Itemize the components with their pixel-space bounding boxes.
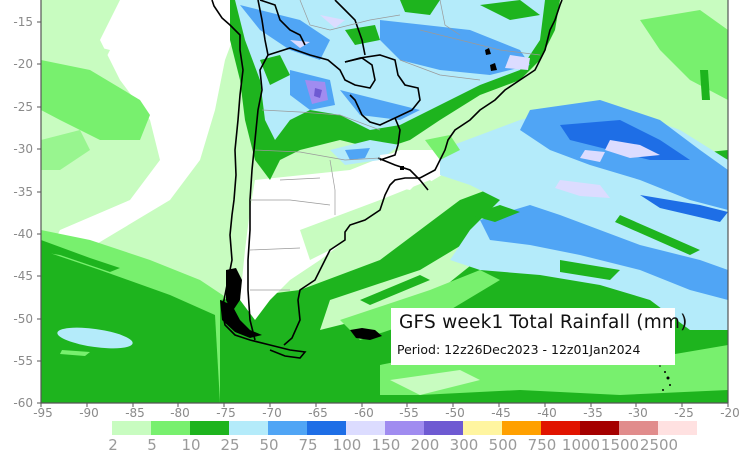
lat-label: -35 — [13, 185, 33, 199]
colorbar-swatch — [229, 421, 268, 435]
lon-label: -20 — [720, 406, 740, 420]
lon-label: -65 — [308, 406, 328, 420]
colorbar-label: 750 — [528, 436, 557, 454]
colorbar-label: 25 — [220, 436, 239, 454]
colorbar-label: 300 — [450, 436, 479, 454]
lon-label: -55 — [399, 406, 419, 420]
lat-label: -30 — [13, 142, 33, 156]
colorbar-swatch — [346, 421, 385, 435]
lat-tick-marks — [37, 21, 41, 404]
coastlines — [211, 0, 563, 359]
lat-label: -55 — [13, 354, 33, 368]
colorbar-label: 10 — [181, 436, 200, 454]
colorbar-labels: 2 5 10 25 50 75 100 150 200 300 500 750 … — [108, 436, 678, 454]
colorbar-swatch — [268, 421, 307, 435]
lon-label: -90 — [79, 406, 99, 420]
lat-label: -20 — [13, 57, 33, 71]
lat-tick-labels: -15 -20 -25 -30 -35 -40 -45 -50 -55 -60 — [13, 15, 33, 410]
colorbar-label: 150 — [372, 436, 401, 454]
colorbar-swatch — [385, 421, 424, 435]
colorbar-swatch — [463, 421, 502, 435]
colorbar-swatch — [112, 421, 151, 435]
lon-tick-marks — [40, 403, 729, 407]
lon-label: -60 — [354, 406, 374, 420]
colorbar-label: 500 — [489, 436, 518, 454]
colorbar-swatch — [658, 421, 697, 435]
colorbar-label: 75 — [298, 436, 317, 454]
colorbar-label: 200 — [411, 436, 440, 454]
lat-label: -45 — [13, 269, 33, 283]
province-borders — [249, 0, 541, 291]
lon-label: -25 — [674, 406, 694, 420]
lat-label: -25 — [13, 100, 33, 114]
colorbar-label: 5 — [147, 436, 157, 454]
lon-label: -70 — [262, 406, 282, 420]
lon-label: -75 — [216, 406, 236, 420]
lon-label: -40 — [537, 406, 557, 420]
colorbar-swatch — [580, 421, 619, 435]
colorbar-swatch — [541, 421, 580, 435]
title-box: GFS week1 Total Rainfall (mm) Period: 12… — [391, 308, 687, 365]
lat-label: -15 — [13, 15, 33, 29]
colorbar-swatch — [502, 421, 541, 435]
lon-label: -30 — [628, 406, 648, 420]
colorbar-swatch — [151, 421, 190, 435]
colorbar-swatch — [190, 421, 229, 435]
lat-label: -50 — [13, 312, 33, 326]
colorbar-swatch — [424, 421, 463, 435]
colorbar — [112, 421, 697, 435]
lon-label: -95 — [33, 406, 53, 420]
lon-label: -45 — [491, 406, 511, 420]
rainfall-field — [41, 0, 728, 403]
colorbar-swatch — [307, 421, 346, 435]
lon-label: -80 — [170, 406, 190, 420]
lon-label: -35 — [583, 406, 603, 420]
lon-label: -50 — [445, 406, 465, 420]
map-period: Period: 12z26Dec2023 - 12z01Jan2024 — [397, 342, 641, 357]
map-title: GFS week1 Total Rainfall (mm) — [399, 312, 688, 333]
colorbar-label: 1500 — [601, 436, 639, 454]
lon-tick-labels: -95 -90 -85 -80 -75 -70 -65 -60 -55 -50 … — [33, 406, 740, 420]
colorbar-label: 1000 — [562, 436, 600, 454]
lat-label: -40 — [13, 227, 33, 241]
colorbar-label: 100 — [333, 436, 362, 454]
lat-label: -60 — [13, 396, 33, 410]
colorbar-label: 50 — [259, 436, 278, 454]
colorbar-label: 2500 — [640, 436, 678, 454]
islands — [220, 48, 671, 391]
colorbar-swatch — [619, 421, 658, 435]
colorbar-label: 2 — [108, 436, 118, 454]
lon-label: -85 — [125, 406, 145, 420]
